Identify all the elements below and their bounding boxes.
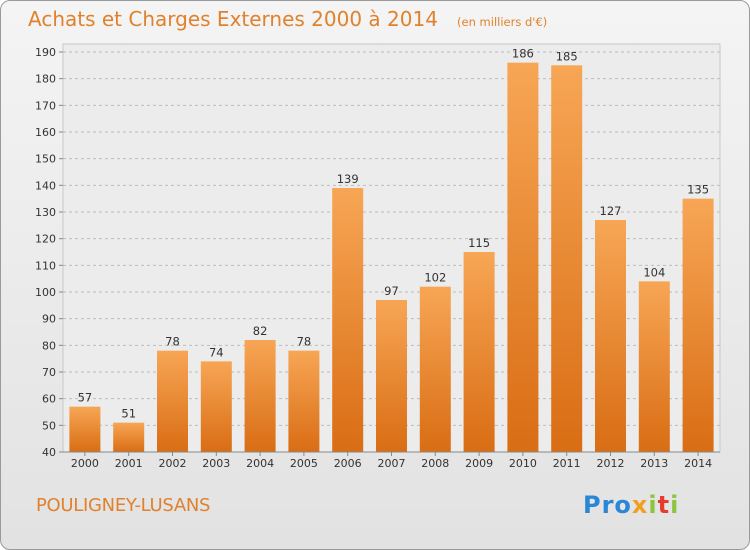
x-tick-label: 2008	[421, 457, 449, 470]
bar-2009	[463, 252, 495, 452]
bar-value-label: 135	[687, 183, 709, 197]
bar-value-label: 97	[384, 284, 399, 298]
y-tick-label: 190	[35, 46, 56, 59]
y-tick-label: 50	[42, 419, 56, 432]
bar-2014	[682, 198, 714, 452]
x-tick-label: 2007	[378, 457, 406, 470]
bar-value-label: 104	[643, 265, 665, 279]
x-tick-label: 2000	[71, 457, 99, 470]
bar-2000	[69, 406, 101, 452]
bar-2004	[244, 340, 276, 452]
bar-2001	[113, 422, 145, 452]
y-tick-label: 140	[35, 179, 56, 192]
x-axis: 2000 2001 2002 2003 2004 2005 2006 2007 2008 2009…	[63, 451, 720, 470]
y-tick-label: 160	[35, 126, 56, 139]
bar-value-label: 78	[165, 335, 180, 349]
y-tick-label: 90	[42, 313, 56, 326]
y-tick-label: 180	[35, 73, 56, 86]
bar-value-label: 127	[600, 204, 622, 218]
bar-2012	[595, 220, 626, 452]
y-tick-label: 60	[42, 393, 56, 406]
y-tick-label: 100	[35, 286, 56, 299]
bar-value-label: 115	[468, 236, 490, 250]
bar-2003	[200, 361, 232, 452]
bar-value-label: 51	[121, 407, 136, 421]
bar-2011	[551, 65, 583, 452]
x-tick-label: 2005	[290, 457, 318, 470]
y-tick-label: 70	[42, 366, 56, 379]
logo-letters-3: i	[648, 491, 658, 519]
bar-value-label: 185	[556, 49, 578, 63]
title-row: Achats et Charges Externes 2000 à 2014 (…	[28, 7, 547, 31]
bar-2013	[638, 281, 670, 452]
x-tick-label: 2006	[334, 457, 362, 470]
x-tick-label: 2004	[246, 457, 274, 470]
y-tick-label: 170	[35, 99, 56, 112]
x-tick-label: 2009	[465, 457, 493, 470]
bar-2002	[157, 350, 188, 452]
y-tick-label: 130	[35, 206, 56, 219]
y-tick-label: 80	[42, 339, 56, 352]
logo-letters-4: t	[657, 491, 671, 519]
x-tick-label: 2014	[684, 457, 712, 470]
y-tick-label: 110	[35, 259, 56, 272]
chart-title: Achats et Charges Externes 2000 à 2014	[28, 7, 438, 31]
bar-value-label: 139	[337, 172, 359, 186]
bar-value-label: 74	[209, 345, 224, 359]
bar-value-label: 82	[253, 324, 268, 338]
bar-2008	[419, 286, 451, 452]
bar-2010	[507, 62, 539, 453]
y-tick-label: 40	[42, 446, 56, 459]
chart-subtitle: (en milliers d'€)	[457, 15, 548, 29]
x-tick-label: 2003	[202, 457, 230, 470]
y-axis: 40 50 60 70 80 90 100 110 120 130 140 150 160 170 180 1…	[35, 46, 63, 459]
bar-value-label: 57	[78, 391, 93, 405]
bar-value-label: 186	[512, 47, 534, 61]
bar-value-label: 102	[424, 271, 446, 285]
x-tick-label: 2001	[115, 457, 143, 470]
x-tick-label: 2012	[597, 457, 625, 470]
logo-letters-1: Pro	[583, 491, 632, 519]
bars: 57 51 78 74 82 78 139 97 102 115 186 185 127 104 135	[69, 47, 714, 453]
location-label: POULIGNEY-LUSANS	[36, 495, 211, 516]
logo-letters-2: x	[631, 491, 649, 519]
y-tick-label: 150	[35, 153, 56, 166]
bar-2006	[332, 188, 364, 452]
logo-letters-5: i	[670, 491, 680, 519]
x-tick-label: 2002	[159, 457, 187, 470]
proxiti-logo[interactable]: Proxiti	[583, 491, 679, 519]
bar-value-label: 78	[297, 335, 312, 349]
bar-2007	[376, 300, 407, 452]
bar-2005	[288, 350, 320, 452]
x-tick-label: 2011	[553, 457, 581, 470]
y-tick-label: 120	[35, 233, 56, 246]
x-tick-label: 2010	[509, 457, 537, 470]
x-tick-label: 2013	[640, 457, 668, 470]
